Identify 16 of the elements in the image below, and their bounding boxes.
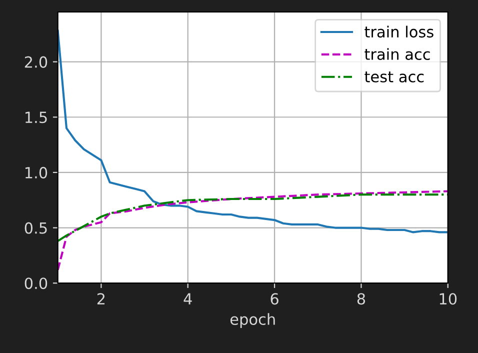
x-tick-label: 8 [357,293,366,305]
legend-label: train loss [364,26,434,38]
y-tick-label: 0.5 [24,222,47,234]
y-tick-label: 1.0 [26,166,48,178]
x-tick-label: 10 [440,293,457,305]
x-axis-title: epoch [230,313,275,328]
legend-label: test acc [364,71,424,82]
x-tick-label: 6 [270,293,278,305]
line-series [58,190,448,271]
y-tick-label: 0.0 [24,278,48,290]
line-series [58,194,448,242]
y-tick-label: 2.0 [24,56,48,68]
x-tick-label: 2 [97,293,105,304]
y-tick-label: 1.5 [26,112,47,124]
x-tick-label: 4 [184,293,192,304]
legend-label: train acc [364,48,430,60]
